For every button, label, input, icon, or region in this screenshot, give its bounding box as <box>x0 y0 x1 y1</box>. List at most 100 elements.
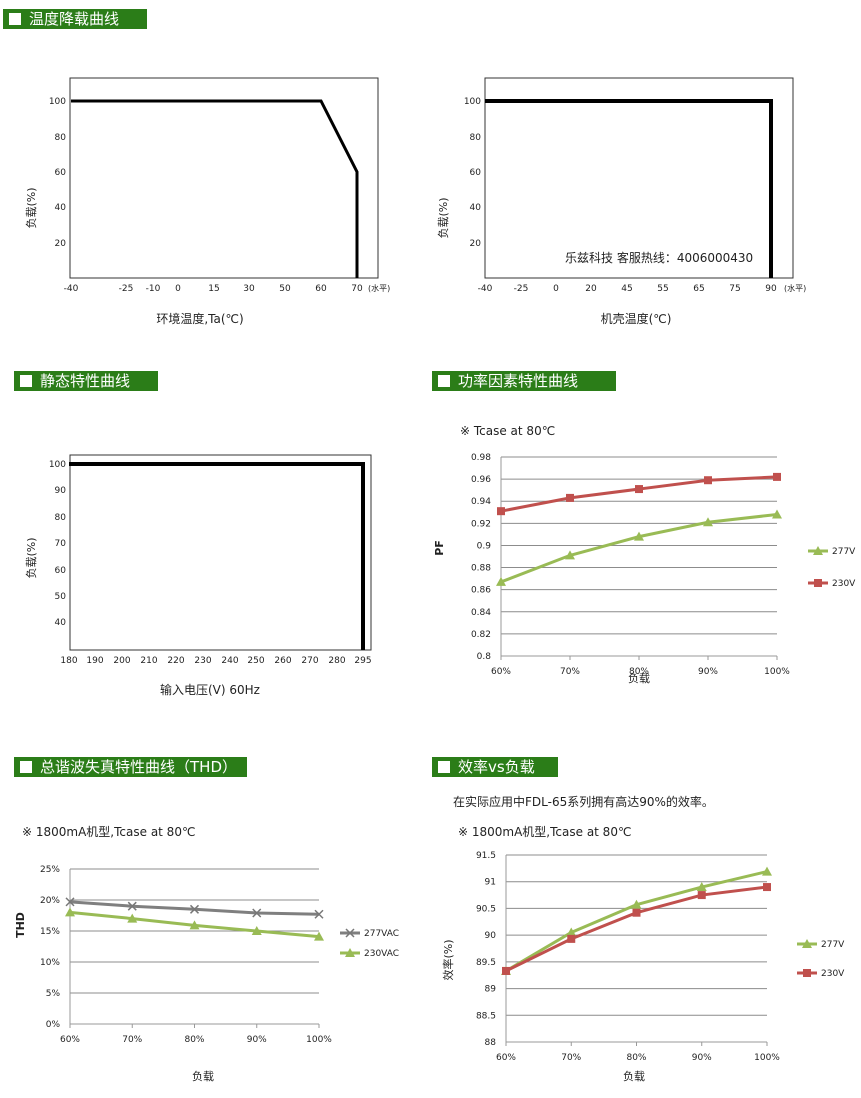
y-tick-label: 80 <box>55 133 67 143</box>
x-tick-label: 0 <box>175 284 181 294</box>
data-point-230VAC <box>127 913 138 923</box>
x-tick-label: 100% <box>764 667 790 677</box>
x-tick-label: 90% <box>247 1035 267 1045</box>
y-tick-label: 88.5 <box>476 1011 496 1021</box>
x-tick-label: 180 <box>60 656 77 666</box>
data-point-277VAC <box>252 908 262 918</box>
x-tick-label: 90% <box>698 667 718 677</box>
section-title: 功率因素特性曲线 <box>458 372 579 390</box>
series-line-230V <box>505 885 768 973</box>
x-tick-label: 240 <box>221 656 238 666</box>
data-point-230V <box>763 883 771 892</box>
series-line-277V <box>505 870 768 973</box>
y-tick-label: 10% <box>40 958 60 968</box>
x-tick-label: 65 <box>693 284 704 294</box>
section-title: 总谐波失真特性曲线（THD） <box>40 758 237 776</box>
y-tick-label: 0.84 <box>471 608 491 618</box>
derating-curve <box>71 99 359 278</box>
x-tick-label: 100% <box>306 1035 332 1045</box>
x-tick-label: 260 <box>274 656 291 666</box>
legend-label: 277V <box>821 940 845 950</box>
data-point-230V <box>497 507 505 516</box>
x-tick-label: 55 <box>657 284 668 294</box>
x-tick-label: -40 <box>478 284 493 294</box>
y-tick-label: 0% <box>46 1020 61 1030</box>
section-title: 静态特性曲线 <box>40 372 131 390</box>
legend-marker-277VAC <box>345 928 355 938</box>
y-axis-label: THD <box>14 912 27 938</box>
y-tick-label: 60 <box>55 566 67 576</box>
data-point-277VAC <box>127 901 137 911</box>
x-tick-label: 70% <box>561 1053 581 1063</box>
y-tick-label: 25% <box>40 865 60 875</box>
x-tick-label: 200 <box>113 656 130 666</box>
section-header-static: 静态特性曲线 <box>14 371 158 391</box>
x-tick-label: 270 <box>301 656 318 666</box>
data-point-277V <box>566 927 577 937</box>
legend-label: 277V <box>832 547 856 557</box>
x-tick-label: 60 <box>315 284 327 294</box>
plot-frame <box>69 454 372 651</box>
series-line-230V <box>500 475 778 513</box>
data-point-230V <box>773 472 781 481</box>
data-point-230VAC <box>65 907 75 917</box>
data-point-230V <box>704 476 712 485</box>
efficiency-intro: 在实际应用中FDL-65系列拥有高达90%的效率。 <box>453 795 714 809</box>
plot-frame <box>484 77 794 279</box>
y-tick-label: 0.86 <box>471 586 491 596</box>
y-tick-label: 40 <box>55 203 67 213</box>
y-tick-label: 20 <box>470 239 482 249</box>
y-tick-label: 0.92 <box>471 519 491 529</box>
x-tick-label: 0 <box>553 284 559 294</box>
data-point-230VAC <box>189 920 200 930</box>
hotline-text: 乐兹科技 客服热线：4006000430 <box>565 251 754 265</box>
y-tick-label: 0.94 <box>471 497 491 507</box>
header-square-icon <box>20 375 32 387</box>
data-point-277V <box>634 531 644 541</box>
x-tick-label: 75 <box>729 284 740 294</box>
x-tick-label: -40 <box>64 284 79 294</box>
data-point-230V <box>635 485 643 494</box>
y-tick-label: 20% <box>40 896 60 906</box>
data-point-277V <box>696 882 707 892</box>
y-tick-label: 5% <box>46 989 61 999</box>
x-tick-label: 80% <box>184 1035 204 1045</box>
derating-curve <box>485 99 773 278</box>
legend-marker-277V <box>813 546 823 555</box>
y-axis-label: 效率(%) <box>441 939 455 980</box>
y-tick-label: 0.82 <box>471 630 491 640</box>
y-tick-label: 40 <box>55 618 67 628</box>
y-tick-label: 100 <box>464 97 481 107</box>
data-point-230VAC <box>314 931 324 941</box>
legend-label: 230V <box>821 969 845 979</box>
y-tick-label: 60 <box>55 168 67 178</box>
legend-marker-277V <box>802 939 812 948</box>
y-tick-label: 80 <box>55 513 67 523</box>
y-tick-label: 89 <box>485 985 497 995</box>
x-unit-note: (水平) <box>368 283 390 293</box>
y-tick-label: 0.96 <box>471 475 491 485</box>
data-point-230V <box>566 493 574 502</box>
header-square-icon <box>9 13 21 25</box>
x-axis-label: 负载 <box>623 1069 645 1083</box>
legend-marker-230VAC <box>345 948 355 957</box>
data-point-277V <box>496 576 506 586</box>
y-axis-label: 负载(%) <box>24 537 38 578</box>
x-tick-label: 90% <box>692 1053 712 1063</box>
x-tick-label: 15 <box>208 284 219 294</box>
data-point-230V <box>697 891 706 900</box>
section-header-derating: 温度降载曲线 <box>3 9 147 29</box>
legend-label: 230V <box>832 579 856 589</box>
x-tick-label: -25 <box>119 284 134 294</box>
header-square-icon <box>438 375 450 387</box>
data-point-230V <box>502 966 510 975</box>
x-tick-label: 50 <box>279 284 291 294</box>
x-unit-note: (水平) <box>784 283 806 293</box>
y-tick-label: 88 <box>485 1038 497 1048</box>
data-point-230V <box>567 934 576 943</box>
y-tick-label: 90.5 <box>476 904 496 914</box>
x-tick-label: 60% <box>60 1035 80 1045</box>
efficiency-condition-note: ※ 1800mA机型,Tcase at 80℃ <box>458 825 632 839</box>
series-line-277V <box>500 512 778 584</box>
